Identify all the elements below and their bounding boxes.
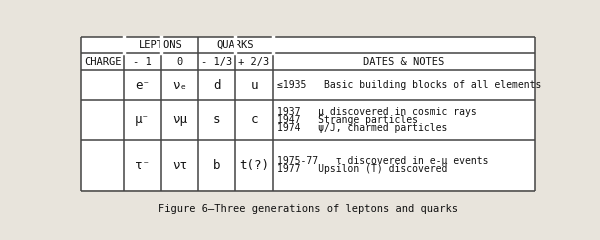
Text: 1975-77   τ discovered in e-μ events: 1975-77 τ discovered in e-μ events — [277, 156, 489, 166]
Text: + 2/3: + 2/3 — [238, 57, 269, 67]
Text: 1947   Strange particles: 1947 Strange particles — [277, 115, 418, 125]
Text: DATES & NOTES: DATES & NOTES — [363, 57, 444, 67]
Text: c: c — [250, 113, 258, 126]
Text: QUARKS: QUARKS — [217, 40, 254, 50]
Text: νₑ: νₑ — [172, 78, 187, 91]
Text: b: b — [213, 159, 221, 172]
Text: t(?): t(?) — [239, 159, 269, 172]
Text: 1977   Upsilon (T) discovered: 1977 Upsilon (T) discovered — [277, 164, 448, 174]
Text: νμ: νμ — [172, 113, 187, 126]
Text: CHARGE: CHARGE — [84, 57, 121, 67]
Text: - 1: - 1 — [133, 57, 152, 67]
Text: 0: 0 — [176, 57, 183, 67]
Text: τ⁻: τ⁻ — [135, 159, 150, 172]
Text: μ⁻: μ⁻ — [135, 113, 150, 126]
Text: e⁻: e⁻ — [135, 78, 150, 91]
Text: - 1/3: - 1/3 — [201, 57, 232, 67]
Text: u: u — [250, 78, 258, 91]
Bar — [81, 36, 535, 191]
Text: ≤1935   Basic building blocks of all elements: ≤1935 Basic building blocks of all eleme… — [277, 80, 542, 90]
Text: d: d — [213, 78, 221, 91]
Text: Figure 6—Three generations of leptons and quarks: Figure 6—Three generations of leptons an… — [158, 204, 458, 214]
Text: ντ: ντ — [172, 159, 187, 172]
Text: 1937   μ discovered in cosmic rays: 1937 μ discovered in cosmic rays — [277, 107, 477, 117]
Text: 1974   ψ/J, charmed particles: 1974 ψ/J, charmed particles — [277, 123, 448, 133]
Text: s: s — [213, 113, 221, 126]
Text: LEPTONS: LEPTONS — [139, 40, 183, 50]
